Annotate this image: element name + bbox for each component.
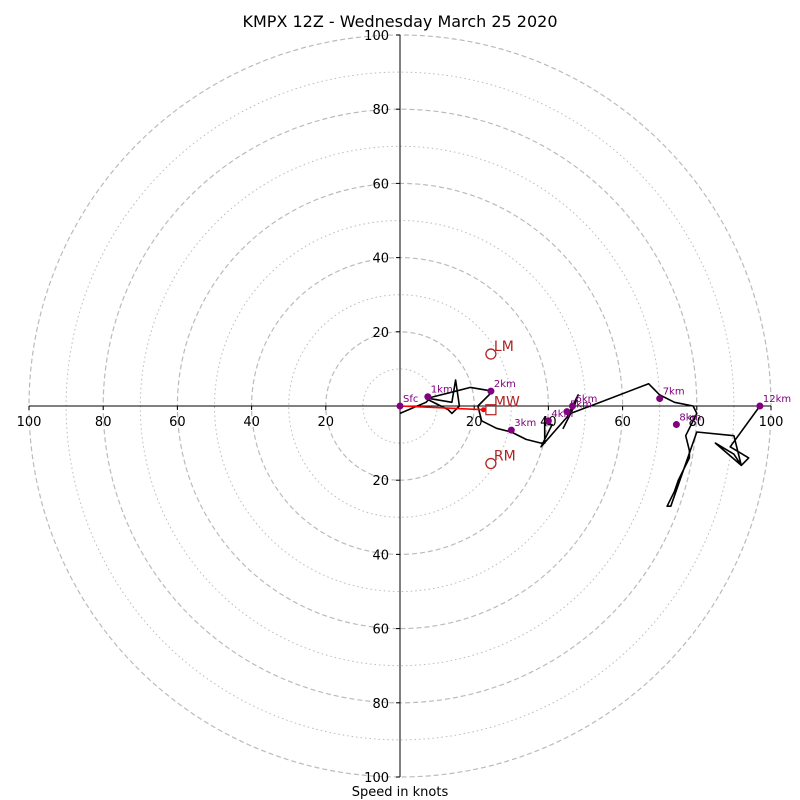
hodograph-series [399, 379, 761, 508]
storm-motion-marker [485, 348, 497, 360]
height-marker [756, 402, 764, 410]
height-marker-label: 5km [570, 400, 592, 411]
y-tick-label: 60 [372, 623, 389, 638]
height-marker-label: Sfc [403, 394, 418, 405]
mean-wind-marker [485, 404, 497, 416]
height-marker [507, 426, 515, 434]
height-marker-label: 8km [679, 413, 701, 424]
mean-wind-label: MW [494, 395, 520, 411]
x-tick-label: 60 [614, 415, 631, 430]
x-axis-label: Speed in knots [352, 785, 449, 800]
x-tick-label: 100 [759, 415, 784, 430]
y-tick-label: 20 [372, 474, 389, 489]
chart-title: KMPX 12Z - Wednesday March 25 2020 [243, 12, 558, 31]
x-tick-label: 40 [243, 415, 260, 430]
mean-wind-vector [399, 405, 484, 411]
axis-ticks: 1008060402020406080100100806040202040608… [17, 29, 784, 786]
storm-motion-label: RM [494, 449, 516, 465]
mean-wind-vector-tip [480, 407, 486, 413]
height-marker [569, 402, 577, 410]
height-marker [563, 408, 571, 416]
height-marker-label: 3km [514, 418, 536, 429]
x-tick-label: 20 [318, 415, 335, 430]
storm-motion-marker [485, 457, 497, 470]
storm-motion-label: LM [494, 339, 514, 355]
height-marker-label: 7km [663, 387, 685, 398]
x-tick-label: 20 [466, 415, 483, 430]
height-marker-label: 12km [763, 394, 791, 405]
y-tick-label: 60 [372, 177, 389, 192]
x-tick-label: 60 [169, 415, 186, 430]
x-tick-label: 80 [95, 415, 112, 430]
height-marker [656, 395, 664, 403]
mean-wind-vector-group [399, 405, 486, 413]
x-tick-label: 80 [689, 415, 706, 430]
storm-motion-markers: MW LM RM [485, 339, 520, 470]
y-tick-label: 80 [372, 103, 389, 118]
height-marker [487, 387, 495, 395]
x-tick-label: 100 [17, 415, 42, 430]
height-marker [424, 393, 432, 401]
y-tick-label: 20 [372, 326, 389, 341]
height-marker-label: 2km [494, 379, 516, 390]
hodograph-line [399, 379, 761, 508]
y-tick-label: 100 [364, 771, 389, 786]
height-marker [672, 421, 680, 429]
height-marker [544, 417, 552, 425]
height-marker-label: 6km [576, 394, 598, 405]
y-tick-label: 100 [364, 29, 389, 44]
y-tick-label: 40 [372, 548, 389, 563]
y-tick-label: 80 [372, 697, 389, 712]
y-tick-label: 40 [372, 252, 389, 267]
height-marker [396, 402, 404, 410]
height-marker-label: 4km [551, 409, 573, 420]
height-marker-label: 1km [431, 385, 453, 396]
